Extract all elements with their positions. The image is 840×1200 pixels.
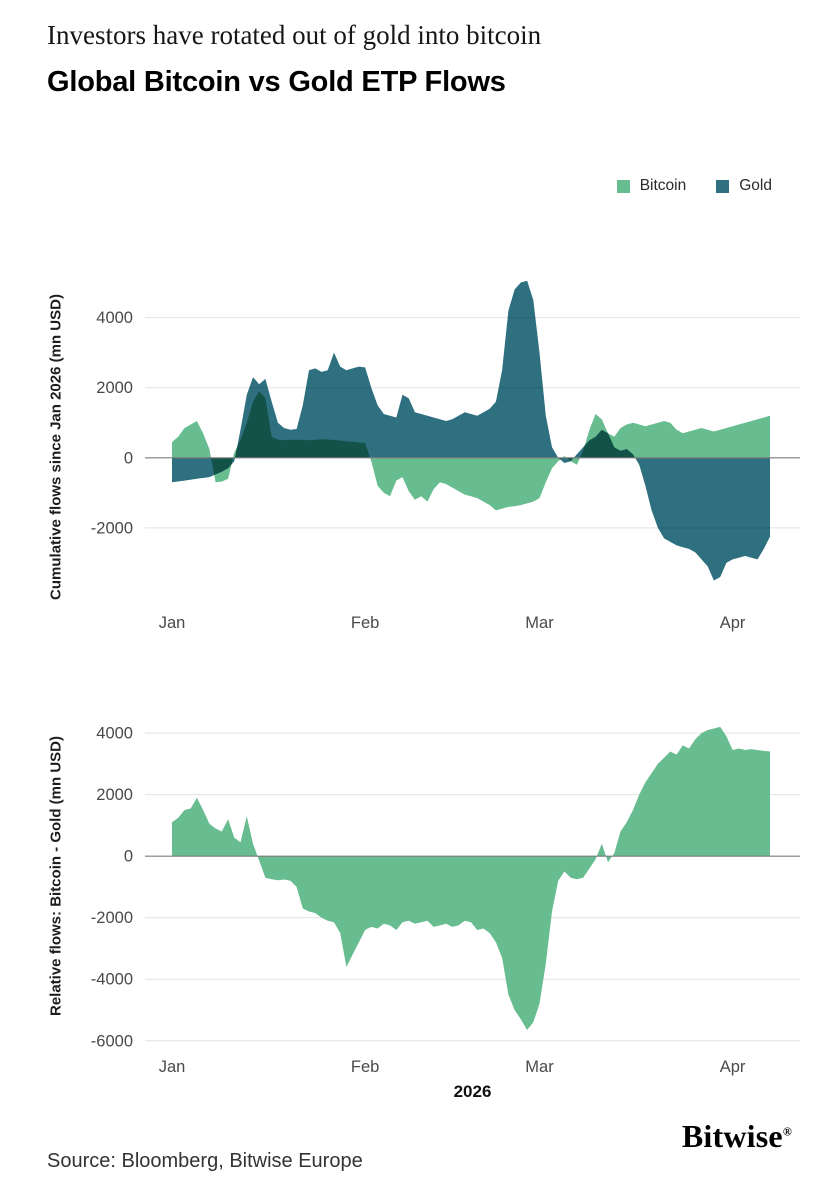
y-tick-label: 4000 bbox=[96, 309, 133, 327]
y-tick-label: 0 bbox=[124, 449, 133, 467]
bitwise-logo: Bitwise® bbox=[682, 1118, 792, 1155]
y-tick-label: -6000 bbox=[91, 1032, 133, 1050]
x-tick-label: Feb bbox=[351, 614, 379, 632]
y-tick-label: -2000 bbox=[91, 909, 133, 927]
y-tick-label: 0 bbox=[124, 848, 133, 866]
x-axis-title-year: 2026 bbox=[453, 1082, 492, 1101]
y-tick-label: 2000 bbox=[96, 786, 133, 804]
area-bitcoin-gold bbox=[172, 726, 770, 1030]
x-tick-label: Jan bbox=[159, 1058, 186, 1076]
x-tick-label: Mar bbox=[525, 1058, 554, 1076]
chart-subtitle: Investors have rotated out of gold into … bbox=[47, 20, 542, 50]
source-attribution: Source: Bloomberg, Bitwise Europe bbox=[47, 1150, 363, 1172]
x-tick-label: Feb bbox=[351, 1058, 379, 1076]
x-tick-label: Jan bbox=[159, 614, 186, 632]
y-tick-label: 4000 bbox=[96, 725, 133, 743]
bitcoin-swatch-icon bbox=[616, 179, 630, 193]
y-tick-label: 2000 bbox=[96, 379, 133, 397]
gold-swatch-icon bbox=[716, 179, 730, 193]
x-tick-label: Mar bbox=[525, 614, 554, 632]
registered-trademark-icon: ® bbox=[782, 1124, 792, 1139]
y-tick-label: -2000 bbox=[91, 519, 133, 537]
legend-item-gold: Gold bbox=[716, 177, 772, 195]
page-title: Global Bitcoin vs Gold ETP Flows bbox=[47, 66, 506, 98]
x-tick-label: Apr bbox=[720, 1058, 746, 1076]
relative-flows-chart: 4000 2000 0 -2000 -4000 -6000 Jan Feb Mar Apr bbox=[91, 725, 800, 1076]
cumulative-flows-chart: 4000 2000 0 -2000 Jan Feb Mar Apr bbox=[91, 280, 800, 632]
legend-label-bitcoin: Bitcoin bbox=[639, 177, 687, 194]
legend: Bitcoin Gold bbox=[616, 177, 772, 195]
legend-item-bitcoin: Bitcoin bbox=[616, 177, 687, 195]
y-tick-label: -4000 bbox=[91, 971, 133, 989]
legend-label-gold: Gold bbox=[739, 177, 772, 194]
area-gold bbox=[172, 280, 770, 581]
bitwise-logo-text: Bitwise bbox=[681, 1118, 783, 1154]
x-tick-label: Apr bbox=[720, 614, 746, 632]
